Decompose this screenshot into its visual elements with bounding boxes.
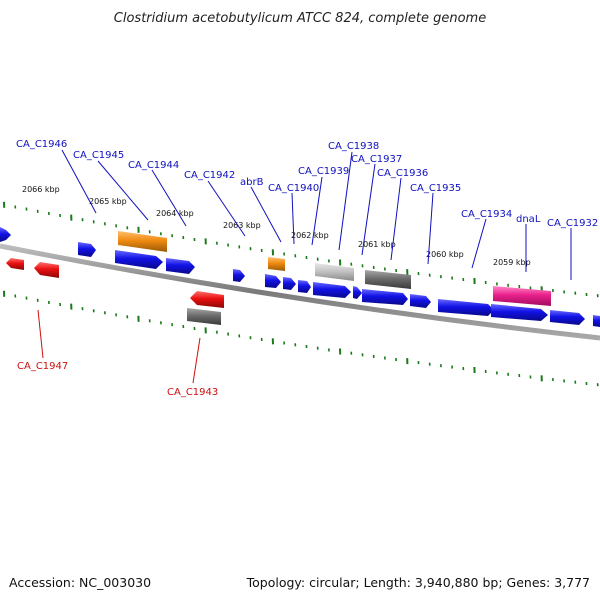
label-ca-c1934[interactable]: CA_C1934 [461,209,512,220]
topology-text: Topology: circular; Length: 3,940,880 bp… [246,575,590,590]
leader-ca-c1940 [291,192,295,245]
leader-ca-c1939 [311,176,323,246]
label-ca-c1938[interactable]: CA_C1938 [328,141,379,152]
gene-ca-c1944-feature [115,250,163,269]
label-dnal[interactable]: dnaL [516,214,541,225]
gene-ca-c1938-feature [315,263,354,281]
leader-ca-c1942 [207,180,246,237]
scale-ticks-upper [3,201,599,298]
gene-blue-left-edge [0,227,11,242]
label-ca-c1947[interactable]: CA_C1947 [17,361,68,372]
scale-label-2062: 2062 kbp [291,231,329,240]
gene-ca-c1932-feature [550,310,585,325]
gene-lane-upper [0,227,551,306]
gene-red-small-left [6,258,24,270]
gene-dnal-feature [493,286,551,306]
scale-label-2061: 2061 kbp [358,240,396,249]
leader-lines [37,149,572,384]
gene-ca-c1936-feature [362,289,408,305]
leader-ca-c1944 [151,169,187,227]
gene-ca-c1944b-feature [166,258,195,274]
gene-orange-small [268,257,285,271]
label-ca-c1940[interactable]: CA_C1940 [268,183,319,194]
leader-ca-c1938 [338,151,353,251]
leader-ca-c1935 [427,192,434,265]
gene-ca-c1937b-feature [353,286,362,299]
scale-ticks-lower [3,290,599,387]
scale-label-2066: 2066 kbp [22,185,60,194]
leader-ca-c1946 [61,149,97,214]
gene-ca-c1937-feature [365,270,411,289]
label-ca-c1942[interactable]: CA_C1942 [184,170,235,181]
gene-ca-c1940-feature [283,277,296,290]
gene-ca-c1939-feature [298,280,311,293]
gene-ca-c1945-feature [118,231,167,252]
label-ca-c1936[interactable]: CA_C1936 [377,168,428,179]
gene-ca-c1946-feature [78,242,96,257]
genome-backbone [0,243,600,341]
label-ca-c1937[interactable]: CA_C1937 [351,154,402,165]
label-ca-c1946[interactable]: CA_C1946 [16,139,67,150]
leader-ca-c1937 [361,163,376,256]
gene-ca-c1938b-feature [313,282,351,298]
scale-label-2060: 2060 kbp [426,250,464,259]
label-ca-c1944[interactable]: CA_C1944 [128,160,179,171]
gene-ca-c1934-feature [438,299,494,316]
gene-labels: CA_C1946 CA_C1945 CA_C1944 CA_C1942 abrB… [16,139,598,398]
leader-ca-c1936 [390,177,402,261]
gene-ca-c1942-feature [233,269,245,282]
leader-ca-c1943 [192,337,201,384]
label-ca-c1939[interactable]: CA_C1939 [298,166,349,177]
gene-blue-right-edge [593,315,600,327]
accession-text: Accession: NC_003030 [9,575,151,590]
label-ca-c1932[interactable]: CA_C1932 [547,218,598,229]
gene-ca-c1947-feature [34,262,59,278]
leader-abrb [250,186,282,243]
leader-ca-c1947 [37,309,44,359]
scale-label-2059: 2059 kbp [493,258,531,267]
label-ca-c1945[interactable]: CA_C1945 [73,150,124,161]
leader-ca-c1934 [471,218,487,269]
leader-ca-c1945 [97,160,149,221]
label-abrb[interactable]: abrB [240,177,264,188]
label-ca-c1935[interactable]: CA_C1935 [410,183,461,194]
gene-ca-c1943b-feature [187,308,221,325]
scale-label-2065: 2065 kbp [89,197,127,206]
gene-ca-c1933-feature [491,304,548,321]
gene-lane-middle [78,242,600,327]
gene-ca-c1943-feature [190,291,224,308]
label-ca-c1943[interactable]: CA_C1943 [167,387,218,398]
gene-abrb-feature [265,274,281,288]
map-title: Clostridium acetobutylicum ATCC 824, com… [114,11,486,26]
scale-label-2063: 2063 kbp [223,221,261,230]
scale-label-2064: 2064 kbp [156,209,194,218]
gene-lane-lower [6,258,224,325]
gene-ca-c1935-feature [410,294,431,308]
